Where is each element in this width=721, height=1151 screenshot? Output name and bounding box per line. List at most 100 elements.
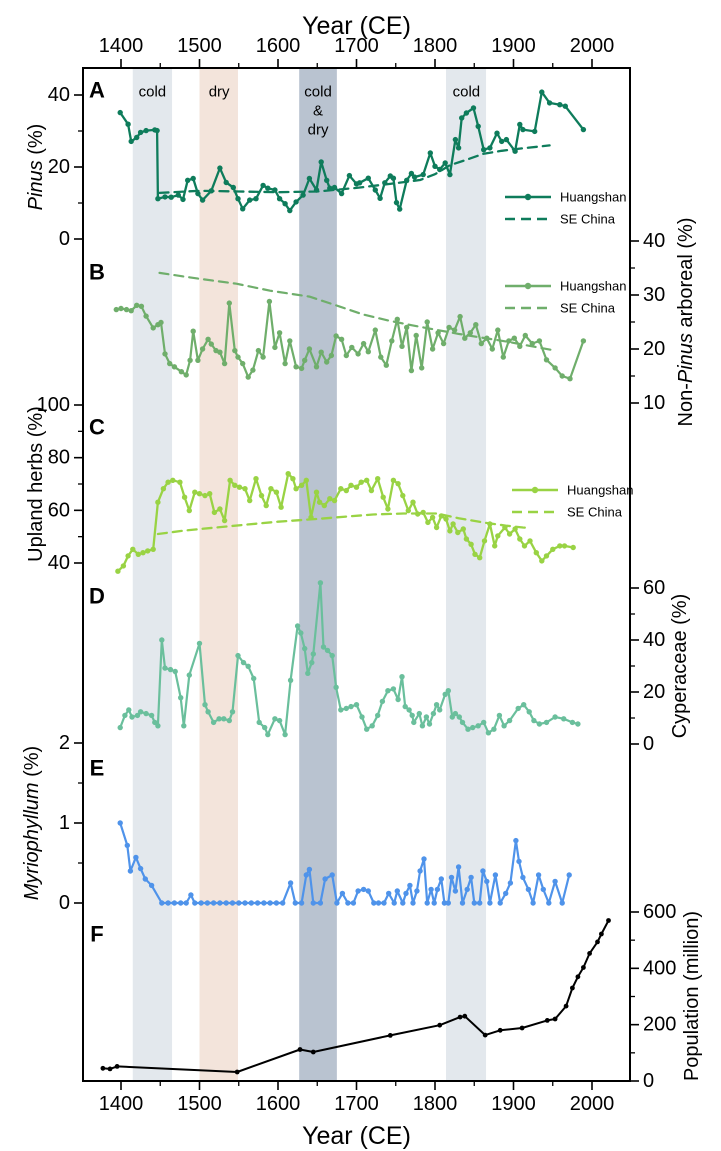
y-tick-label-E: 1 — [59, 812, 70, 834]
data-point-B — [167, 360, 173, 367]
data-point-A — [397, 206, 403, 212]
data-point-C — [570, 544, 576, 551]
data-point-B — [324, 359, 330, 365]
data-point-C — [447, 528, 453, 534]
data-point-A — [447, 171, 453, 178]
data-point-B — [536, 338, 543, 344]
data-point-E — [497, 900, 503, 906]
data-point-B — [260, 354, 266, 360]
data-point-D — [256, 719, 262, 726]
data-point-E — [210, 900, 217, 906]
data-point-E — [127, 868, 134, 874]
band-label-cold-dry: cold — [304, 84, 332, 101]
data-point-E — [520, 874, 526, 881]
data-point-D — [159, 637, 165, 643]
data-point-B — [328, 352, 335, 359]
data-point-E — [507, 880, 514, 886]
data-point-E — [355, 888, 361, 894]
data-point-D — [317, 580, 324, 586]
data-point-C — [192, 489, 198, 495]
data-point-C — [550, 546, 556, 552]
data-point-E — [414, 888, 420, 894]
data-point-B — [360, 340, 367, 347]
data-point-C — [316, 499, 323, 505]
data-point-D — [181, 723, 187, 729]
series-C-se-china — [156, 512, 532, 536]
data-point-A — [276, 196, 283, 202]
data-point-C — [527, 538, 533, 544]
data-point-B — [195, 357, 201, 363]
data-point-E — [292, 900, 298, 906]
data-point-D — [364, 726, 370, 732]
data-point-E — [381, 900, 387, 906]
data-point-E — [360, 886, 367, 893]
panel-letter-E: E — [90, 756, 105, 781]
data-point-E — [480, 868, 486, 874]
data-point-E — [434, 886, 441, 893]
x-tick-label-bottom: 1600 — [256, 1093, 301, 1115]
data-point-C — [533, 550, 539, 556]
y-tick-label-C: 80 — [48, 447, 70, 469]
data-point-A — [260, 182, 266, 189]
data-point-D — [235, 652, 241, 659]
data-point-B — [298, 365, 305, 372]
data-point-F — [114, 1064, 120, 1069]
data-point-C — [273, 489, 280, 495]
legend-marker-A — [524, 193, 532, 201]
data-point-E — [566, 872, 572, 878]
data-point-D — [310, 651, 316, 657]
data-point-C — [472, 551, 478, 557]
axis-title-E: Myriophyllum (%) — [21, 746, 43, 900]
x-tick-label-bottom: 1800 — [413, 1093, 458, 1115]
legend-label-B: Huangshan — [560, 279, 627, 294]
data-point-F — [606, 918, 611, 923]
data-point-D — [481, 719, 487, 726]
data-point-B — [343, 352, 349, 359]
data-point-E — [280, 900, 286, 906]
data-point-E — [459, 900, 466, 906]
band-label-cold-1: cold — [139, 84, 167, 101]
data-point-E — [345, 900, 351, 906]
y-tick-label-B: 10 — [643, 392, 665, 414]
data-point-E — [204, 900, 211, 906]
data-point-C — [468, 541, 474, 547]
data-point-C — [477, 555, 483, 561]
data-point-C — [202, 492, 208, 499]
data-point-A — [253, 196, 259, 202]
data-point-B — [500, 354, 506, 360]
data-point-E — [503, 890, 509, 897]
data-point-B — [408, 367, 415, 374]
data-point-E — [298, 900, 305, 906]
data-point-A — [520, 126, 526, 133]
data-point-A — [235, 196, 241, 202]
x-tick-label-bottom: 1500 — [177, 1093, 222, 1115]
data-point-C — [561, 543, 568, 549]
data-point-A — [137, 129, 144, 136]
x-tick-label-bottom: 1900 — [491, 1093, 536, 1115]
data-point-D — [406, 707, 412, 713]
data-point-B — [245, 374, 251, 380]
data-point-E — [334, 900, 340, 906]
y-tick-label-E: 2 — [59, 732, 70, 754]
data-point-D — [552, 714, 558, 720]
data-point-D — [475, 723, 481, 729]
data-point-A — [143, 127, 149, 134]
data-point-D — [348, 703, 354, 710]
data-point-E — [329, 872, 335, 878]
data-point-E — [375, 900, 382, 906]
data-point-D — [272, 716, 278, 722]
data-point-E — [137, 865, 144, 872]
data-point-C — [268, 486, 274, 492]
data-point-B — [183, 372, 189, 378]
data-point-C — [135, 551, 141, 557]
data-point-D — [282, 731, 288, 738]
data-point-D — [167, 666, 174, 673]
data-point-A — [346, 172, 353, 179]
data-point-E — [248, 900, 254, 906]
data-point-C — [155, 499, 161, 505]
data-point-B — [355, 351, 361, 357]
data-point-B — [138, 303, 145, 309]
data-point-F — [100, 1065, 106, 1071]
data-point-E — [310, 900, 316, 906]
data-point-B — [338, 336, 345, 342]
